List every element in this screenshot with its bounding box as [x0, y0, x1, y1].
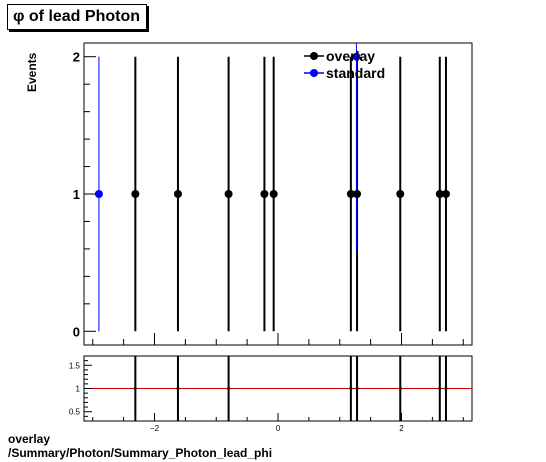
chart-title: φ of lead Photon — [7, 4, 147, 30]
ratio-x-tick-label: −2 — [150, 424, 160, 433]
data-point-overlay — [224, 190, 233, 198]
data-point-overlay — [353, 190, 362, 198]
data-point-overlay — [396, 190, 405, 198]
ratio-x-tick-label: 0 — [276, 424, 281, 433]
legend-label-overlay: overlay — [326, 48, 375, 64]
data-point-standard — [94, 190, 103, 198]
legend-marker-overlay — [310, 52, 318, 60]
ratio-y-tick-label: 1.5 — [69, 361, 81, 370]
main-plot-frame — [83, 42, 473, 346]
ratio-point — [444, 387, 448, 390]
footer-line-2: /Summary/Photon/Summary_Photon_lead_phi — [8, 446, 273, 460]
ratio-x-tick-label: 2 — [399, 424, 404, 433]
data-point-overlay — [173, 190, 182, 198]
ratio-point — [176, 387, 180, 390]
data-point-overlay — [346, 190, 355, 198]
data-point-standard — [352, 52, 361, 61]
ratio-y-tick-label: 0.5 — [69, 408, 81, 417]
ratio-point — [398, 387, 402, 390]
legend-label-standard: standard — [326, 65, 385, 81]
data-point-overlay — [131, 190, 140, 198]
data-point-overlay — [269, 190, 278, 198]
ratio-point — [438, 387, 442, 390]
ratio-point — [349, 387, 353, 390]
ratio-y-tick-label: 1 — [76, 385, 81, 394]
main-y-tick-label: 2 — [73, 50, 80, 65]
data-point-overlay — [435, 190, 444, 198]
ratio-point — [227, 387, 231, 390]
ratio-point — [355, 387, 359, 390]
y-axis-label: Events — [25, 52, 39, 92]
main-y-tick-label: 0 — [73, 324, 80, 339]
data-point-overlay — [441, 190, 450, 198]
main-y-tick-label: 1 — [73, 187, 80, 202]
data-point-overlay — [260, 190, 269, 198]
footer-line-1: overlay — [8, 432, 51, 446]
ratio-point — [133, 387, 137, 390]
legend-marker-standard — [310, 69, 318, 77]
